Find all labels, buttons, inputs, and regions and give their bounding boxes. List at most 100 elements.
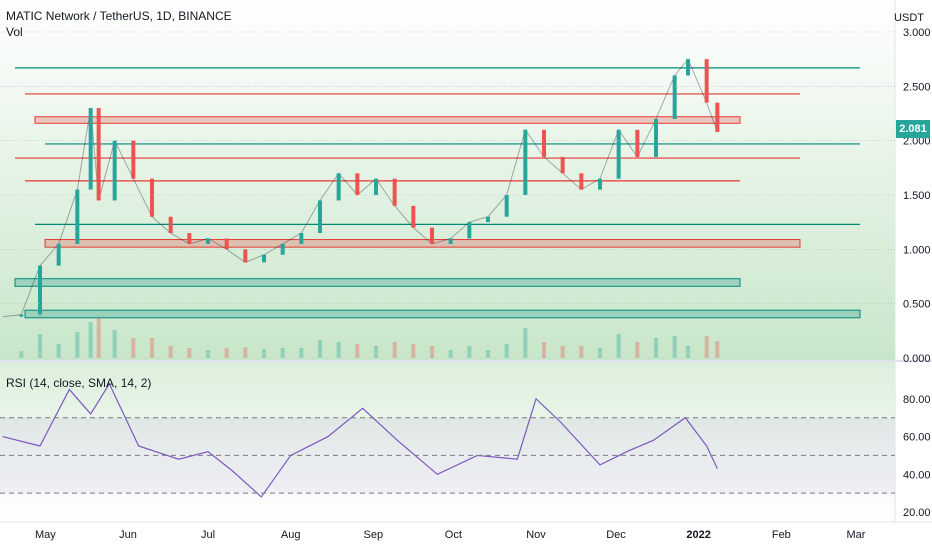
time-tick-label: Aug [281, 529, 301, 541]
rsi-layer [2, 382, 718, 498]
time-tick-label: Jun [119, 529, 137, 541]
volume-bar [75, 332, 80, 358]
currency-label[interactable]: USDT [894, 12, 924, 24]
price-candle [704, 59, 709, 103]
volume-bar [96, 318, 101, 358]
volume-bar [262, 349, 266, 358]
price-tick-label: 0.000 [903, 353, 931, 365]
levels-layer[interactable] [14, 67, 861, 319]
time-tick-label: Sep [364, 529, 384, 541]
rsi-tick-label: 40.00 [903, 469, 931, 481]
price-candle [635, 129, 640, 157]
volume-bar [704, 336, 709, 358]
symbol-title[interactable]: MATIC Network / TetherUS, 1D, BINANCE [6, 9, 232, 23]
price-candle [38, 265, 42, 315]
price-candle [448, 238, 453, 244]
price-candle [374, 178, 378, 195]
volume-bar [448, 350, 453, 358]
price-candle [411, 205, 416, 228]
price-axis[interactable]: 3.000 2.500 2.000 1.500 1.000 0.500 0.000 [0, 27, 931, 365]
volume-bar [430, 346, 434, 358]
time-tick-label: Nov [526, 529, 546, 541]
price-candle [88, 108, 93, 190]
price-candle [598, 178, 602, 190]
volume-bar [467, 346, 472, 358]
volume-bar [280, 348, 285, 358]
volume-bar [243, 347, 248, 358]
volume-bar [504, 344, 509, 358]
price-candle [430, 227, 434, 244]
volume-bar [486, 350, 490, 358]
price-tick-label: 2.000 [903, 136, 931, 148]
price-candle [131, 140, 136, 179]
price-candle [560, 156, 565, 174]
price-candle [112, 140, 117, 201]
price-tick-label: 0.500 [903, 299, 931, 311]
price-candle [96, 108, 101, 201]
price-candle [206, 238, 210, 244]
price-layer [2, 58, 720, 318]
rsi-title[interactable]: RSI (14, close, SMA, 14, 2) [6, 376, 152, 390]
price-tick-label: 2.500 [903, 81, 931, 93]
price-candle [467, 222, 472, 239]
price-candle [224, 238, 229, 250]
volume-bar [616, 334, 621, 358]
volume-bar [150, 338, 154, 358]
price-candle [187, 233, 192, 244]
volume-bar [318, 340, 322, 358]
level-zone [44, 239, 801, 248]
time-tick-label: Feb [772, 529, 791, 541]
price-tick-label: 1.000 [903, 244, 931, 256]
price-candle [150, 178, 154, 217]
volume-bar [88, 322, 93, 358]
time-tick-label: Mar [847, 529, 866, 541]
rsi-line [2, 382, 718, 498]
volume-bar [523, 328, 528, 358]
price-pane-background [0, 0, 895, 360]
price-candle [486, 216, 490, 223]
price-candle [75, 189, 80, 244]
rsi-band-fill [0, 417, 895, 494]
price-candle [243, 249, 248, 263]
price-candle [19, 314, 24, 317]
volume-bar [19, 351, 24, 358]
time-tick-label: May [35, 529, 56, 541]
rsi-axis[interactable]: 80.00 60.00 40.00 20.00 [0, 394, 931, 519]
volume-bar [206, 350, 210, 358]
price-candle [262, 254, 266, 263]
volume-bar [672, 336, 677, 358]
price-candle [355, 173, 360, 195]
time-tick-label: Dec [606, 529, 626, 541]
price-candle [686, 59, 690, 76]
symbol-title-block: MATIC Network / TetherUS, 1D, BINANCE Vo… [6, 8, 232, 40]
price-candle [542, 129, 546, 157]
volume-bar [411, 344, 416, 358]
price-tick-label: 1.500 [903, 190, 931, 202]
volume-bar [355, 344, 360, 358]
rsi-tick-label: 20.00 [903, 507, 931, 519]
time-axis[interactable]: May Jun Jul Aug Sep Oct Nov Dec 2022 Feb Mar [35, 529, 866, 541]
volume-bar [168, 346, 173, 358]
volume-bar [686, 346, 690, 358]
level-zone [14, 278, 741, 287]
time-tick-label: Oct [445, 529, 462, 541]
price-candle [715, 102, 720, 132]
volume-bar [131, 338, 136, 358]
volume-bar [56, 344, 61, 358]
volume-bar [392, 342, 397, 358]
volume-layer [19, 318, 720, 358]
level-zone [34, 116, 741, 124]
price-candle [336, 173, 341, 201]
price-candle [672, 75, 677, 119]
volume-bar [542, 342, 546, 358]
volume-label[interactable]: Vol [6, 25, 23, 39]
volume-bar [38, 334, 42, 358]
price-candle [318, 200, 322, 234]
last-price-tag: 2.081 [896, 120, 930, 138]
volume-bar [336, 342, 341, 358]
volume-bar [715, 341, 720, 358]
volume-bar [560, 346, 565, 358]
price-candle [616, 129, 621, 179]
